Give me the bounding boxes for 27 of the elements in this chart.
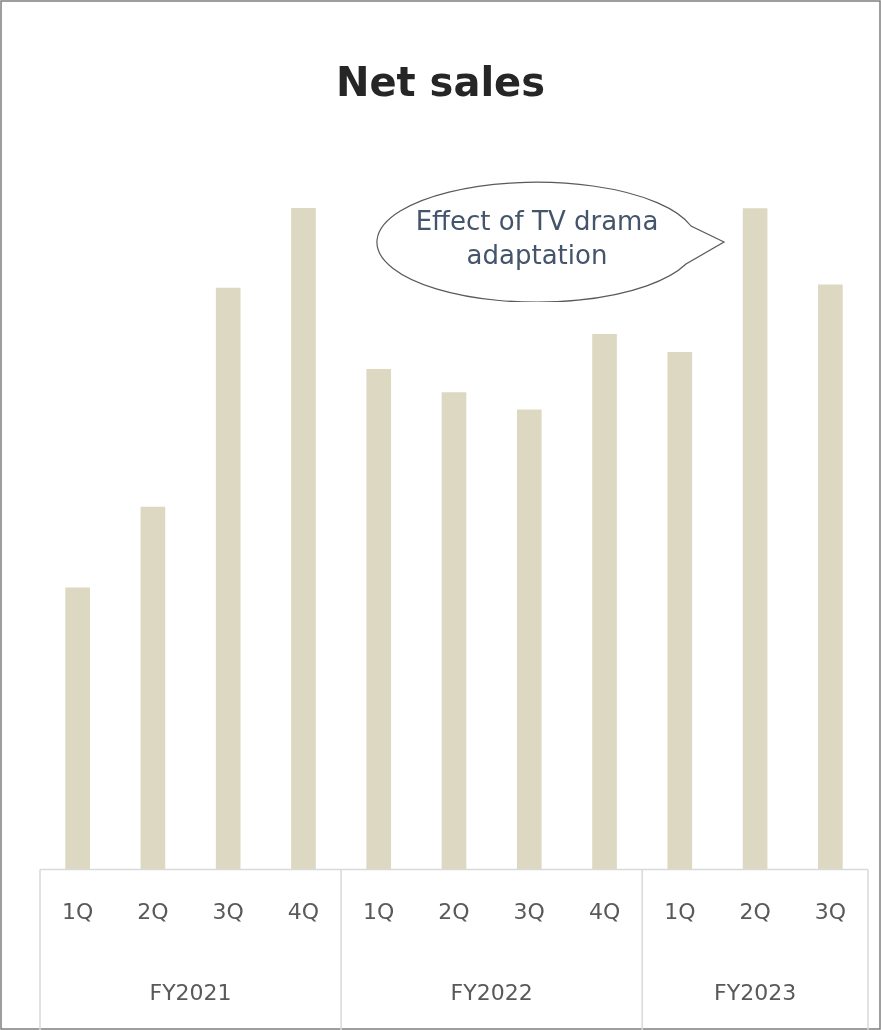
bar (441, 392, 467, 870)
bar (516, 409, 542, 870)
bar (742, 208, 768, 870)
x-tick-label: 3Q (814, 898, 847, 924)
bar (667, 351, 693, 870)
bar (366, 369, 392, 870)
chart-title: Net sales (335, 59, 546, 106)
bar (818, 284, 843, 870)
x-tick-label: 4Q (287, 898, 320, 924)
bar (65, 587, 90, 870)
x-tick-label: 1Q (61, 898, 94, 924)
x-tick-label: 3Q (513, 898, 545, 924)
x-tick-label: 1Q (363, 898, 395, 924)
text: FY2021 (149, 979, 232, 1005)
x-tick-label: 2Q (137, 898, 169, 924)
text: FY2022 (450, 979, 533, 1005)
bar (291, 208, 316, 870)
x-tick-label: 4Q (588, 898, 621, 924)
text: FY2023 (714, 979, 797, 1005)
x-tick-label: 2Q (739, 898, 771, 924)
bar (592, 334, 617, 870)
annotation: Effect of TV drama adaptation (414, 205, 660, 272)
x-tick-label: 1Q (664, 898, 696, 924)
bar (140, 506, 166, 870)
x-tick-label: 2Q (438, 898, 470, 924)
bar (215, 287, 241, 870)
x-tick-label: 3Q (212, 898, 244, 924)
